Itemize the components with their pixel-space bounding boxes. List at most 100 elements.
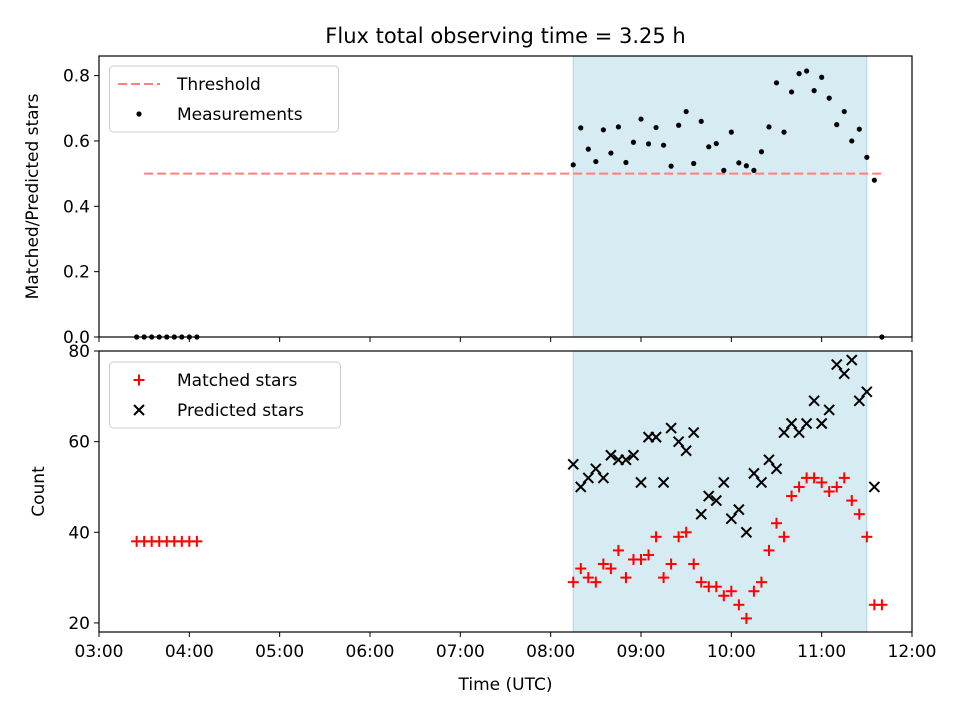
measurement-point-48 — [864, 154, 870, 160]
measurement-point-33 — [751, 167, 757, 173]
matched-point-18 — [635, 553, 647, 565]
predicted-point-14-b — [672, 435, 685, 448]
legend-predicted-swatch — [133, 404, 145, 416]
y-tick-label-bot-1: 40 — [68, 523, 90, 543]
measurement-point-9 — [570, 162, 576, 168]
predicted-point-13-b — [665, 422, 677, 434]
measurement-point-39 — [796, 71, 802, 77]
predicted-point-15-b — [680, 445, 692, 457]
predicted-point-32-b — [808, 395, 820, 407]
predicted-point-5 — [605, 449, 617, 461]
measurement-point-26 — [698, 118, 704, 124]
matched-point-10 — [575, 563, 587, 575]
measurement-point-43 — [826, 95, 832, 101]
predicted-point-20-b — [718, 476, 730, 489]
predicted-point-9 — [635, 476, 647, 489]
matched-point-13 — [597, 558, 609, 570]
measurement-point-32 — [743, 163, 749, 169]
predicted-point-0 — [567, 458, 579, 471]
matched-point-26 — [695, 576, 707, 588]
predicted-point-35 — [831, 358, 843, 371]
matched-point-42 — [816, 476, 828, 488]
predicted-point-36 — [838, 367, 850, 380]
predicted-point-7-b — [620, 454, 632, 466]
predicted-point-2 — [582, 472, 595, 484]
predicted-point-18 — [703, 490, 715, 502]
legend-x-mark — [133, 404, 145, 416]
panel-ratio: 0.00.20.40.60.8 Matched/Predicted stars … — [23, 55, 913, 348]
measurement-point-37 — [781, 129, 787, 135]
legend-matched-swatch — [133, 374, 145, 386]
measurement-point-22 — [668, 163, 674, 169]
predicted-point-24-b — [748, 467, 760, 480]
legend-measurements-swatch — [136, 111, 142, 117]
matched-point-16 — [620, 572, 632, 584]
measurement-point-21 — [660, 142, 667, 148]
y-tick-label-bot-2: 60 — [68, 433, 90, 453]
predicted-point-19 — [710, 494, 722, 507]
predicted-point-27 — [770, 463, 783, 475]
matched-point-48 — [861, 531, 873, 543]
predicted-point-31-b — [800, 417, 813, 430]
predicted-point-11-b — [650, 431, 662, 443]
predicted-point-29 — [785, 417, 798, 430]
shaded-band-top — [572, 55, 868, 338]
legend-matched-label: Matched stars — [177, 371, 297, 391]
predicted-point-21-b — [725, 512, 738, 525]
predicted-point-24 — [748, 467, 760, 480]
x-tick-label-9: 12:00 — [888, 642, 937, 662]
measurement-point-40 — [804, 68, 810, 74]
y-tick-label-top-3: 0.6 — [63, 132, 90, 152]
y-tick-label-top-1: 0.2 — [63, 263, 90, 283]
legend-measurements-label: Measurements — [177, 105, 303, 125]
y-ticks-count: 20 40 60 80 — [68, 342, 99, 634]
matched-point-28 — [710, 581, 722, 593]
matched-point-50 — [876, 599, 888, 611]
matched-point-8 — [191, 535, 203, 547]
measurement-point-38 — [788, 89, 795, 95]
predicted-point-38 — [853, 395, 866, 407]
measurement-point-49 — [871, 177, 877, 183]
measurement-point-10 — [578, 125, 584, 131]
x-axis-label: Time (UTC) — [458, 675, 553, 695]
predicted-point-16-b — [687, 426, 700, 439]
matched-point-9 — [567, 576, 579, 588]
predicted-point-12-b — [657, 476, 670, 489]
matched-point-37 — [778, 531, 790, 543]
measurement-point-34 — [758, 149, 765, 155]
measurement-point-25 — [691, 160, 697, 167]
predicted-point-25 — [755, 476, 768, 489]
legend-ratio: Threshold Measurements — [109, 65, 339, 133]
matched-point-29 — [718, 590, 730, 602]
predicted-point-3-b — [590, 463, 602, 475]
measurement-point-29 — [721, 167, 727, 173]
matched-point-35 — [763, 544, 775, 556]
measurement-point-44 — [834, 122, 840, 128]
y-tick-label-top-4: 0.8 — [63, 67, 90, 87]
predicted-point-1 — [575, 481, 587, 493]
predicted-point-8 — [627, 449, 640, 461]
predicted-point-8-b — [627, 449, 640, 461]
matched-point-12 — [590, 576, 602, 588]
predicted-point-20 — [718, 476, 730, 489]
measurement-point-24 — [683, 108, 689, 115]
measurement-point-31 — [736, 160, 742, 166]
measurement-point-47 — [856, 126, 862, 132]
matched-point-22 — [665, 558, 677, 570]
predicted-point-32 — [808, 395, 820, 407]
x-tick-label-4: 07:00 — [436, 642, 485, 662]
predicted-point-34 — [823, 404, 835, 416]
matched-point-24 — [680, 526, 692, 538]
marks-ratio — [134, 68, 885, 340]
predicted-point-15 — [680, 445, 692, 457]
plot-frame-count — [98, 350, 913, 633]
measurement-point-18 — [638, 116, 644, 122]
measurement-point-13 — [600, 127, 606, 133]
matched-point-34 — [755, 576, 767, 588]
x-tick-label-3: 06:00 — [346, 642, 395, 662]
predicted-point-30 — [793, 426, 805, 439]
measurement-point-19 — [645, 141, 652, 147]
y-tick-label-bot-3: 80 — [68, 342, 90, 362]
measurement-point-41 — [811, 88, 817, 94]
predicted-point-9-b — [635, 476, 647, 489]
